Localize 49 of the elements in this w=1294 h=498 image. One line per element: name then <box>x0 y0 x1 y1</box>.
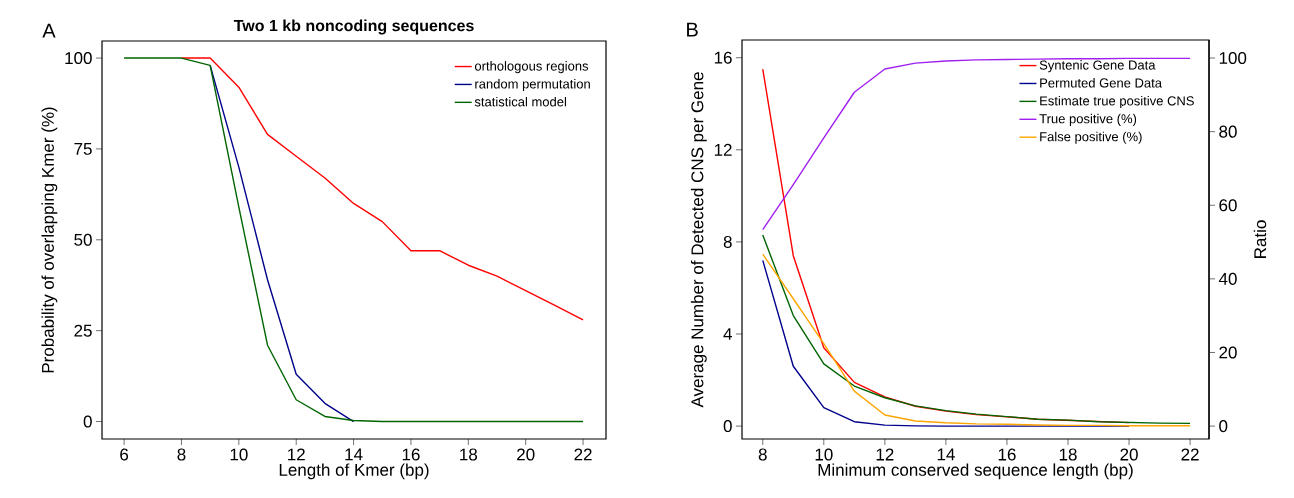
legend-label: Syntenic Gene Data <box>1039 60 1156 73</box>
x-tick-label: 20 <box>517 448 535 461</box>
y2-tick-label: 100 <box>1219 52 1247 65</box>
legend-label: False positive (%) <box>1040 131 1142 144</box>
x-tick-label: 18 <box>460 448 478 461</box>
y-axis-title: Average Number of Detected CNS per Gene <box>690 72 707 408</box>
x-tick-label: 6 <box>120 448 129 461</box>
y2-tick-label: 20 <box>1219 346 1237 359</box>
y2-tick-label: 60 <box>1219 199 1237 212</box>
y-tick-label: 50 <box>74 233 92 246</box>
x-tick-label: 14 <box>345 448 363 461</box>
y-tick-label: 8 <box>723 235 732 248</box>
y-tick-label: 100 <box>65 52 92 65</box>
x-tick-label: 20 <box>1120 448 1138 461</box>
x-axis-title: Minimum conserved sequence length (bp) <box>818 463 1133 480</box>
y-axis-title: Probability of overlapping Kmer (%) <box>41 107 58 373</box>
text: A <box>42 23 56 38</box>
y2-tick-label: 0 <box>1219 420 1228 433</box>
y-tick-label: 16 <box>714 51 732 64</box>
legend-label: Permuted Gene Data <box>1040 78 1162 88</box>
x-tick-label: 12 <box>876 448 894 461</box>
x-tick-label: 14 <box>937 448 955 461</box>
text: B <box>687 22 698 37</box>
chart-title: Two 1 kb noncoding sequences <box>233 19 474 35</box>
x-tick-label: 8 <box>177 448 186 461</box>
y-tick-label: 0 <box>83 415 92 428</box>
legend-label: statistical model <box>474 96 566 107</box>
x-tick-label: 22 <box>574 448 592 461</box>
x-tick-label: 12 <box>288 448 305 461</box>
legend-label: True positive (%) <box>1039 113 1137 126</box>
y2-tick-label: 80 <box>1219 125 1237 138</box>
legend-label: random permutation <box>475 78 590 92</box>
y-tick-label: 0 <box>723 420 732 433</box>
x-tick-label: 16 <box>402 448 420 461</box>
y2-tick-label: 40 <box>1218 272 1237 285</box>
x-tick-label: 8 <box>758 448 767 461</box>
x-tick-label: 16 <box>998 448 1016 461</box>
y-tick-label: 12 <box>714 143 732 156</box>
x-tick-label: 10 <box>815 448 833 461</box>
x-tick-label: 10 <box>230 448 248 461</box>
legend-label: orthologous regions <box>474 61 589 74</box>
y-tick-label: 25 <box>74 324 92 337</box>
y-tick-label: 4 <box>723 328 732 340</box>
x-tick-label: 18 <box>1059 448 1077 461</box>
legend-label: Estimate true positive CNS <box>1040 95 1194 109</box>
y-tick-label: 75 <box>74 143 92 155</box>
x-axis-title: Length of Kmer (bp) <box>279 463 429 480</box>
y2-axis-title: Ratio <box>1253 220 1267 258</box>
x-tick-label: 22 <box>1181 448 1199 461</box>
